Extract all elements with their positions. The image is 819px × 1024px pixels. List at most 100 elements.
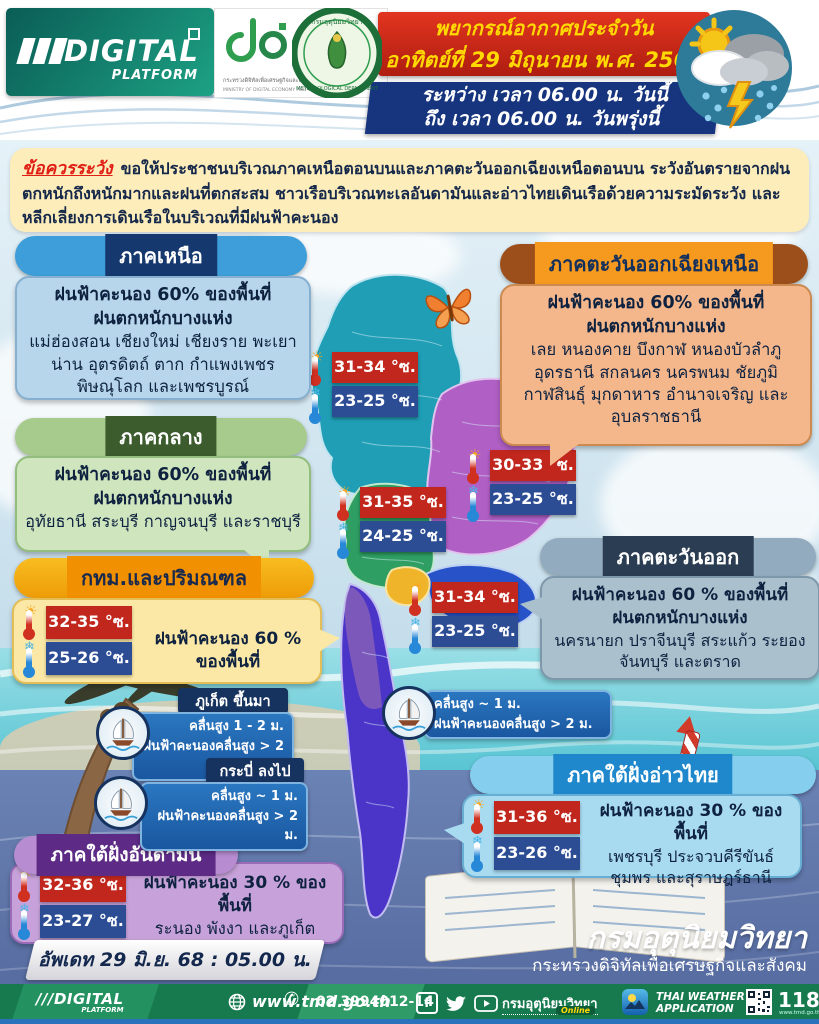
youtube-icon[interactable] <box>474 994 498 1012</box>
footer-hotline-sub: www.tmd.go.th <box>779 1010 819 1016</box>
de-ministry-icon <box>226 18 287 62</box>
thermometer-cold-icon <box>23 648 35 678</box>
thermometer-cold-icon <box>309 394 321 424</box>
forecast-line: ฝนตกหนักบางแห่ง <box>93 488 233 509</box>
footer-digital-logo: ///DIGITAL PLATFORM <box>36 990 124 1014</box>
snowflake-icon: ❄ <box>338 521 349 536</box>
update-time: อัพเดท 29 มิ.ย. 68 : 05.00 น. <box>38 949 312 971</box>
title-line1: พยากรณ์อากาศประจำวัน <box>434 15 654 40</box>
footer-social-icons: f <box>416 992 498 1014</box>
thermometer-hot-icon <box>467 454 479 484</box>
region-body-gulf: ☀ ❄ 31-36 °ซ. 23-26 °ซ. ฝนฟ้าคะนอง 30 % … <box>444 794 802 887</box>
thermometer-hot-icon <box>409 586 421 616</box>
min-temp: 23-25 °ซ. <box>490 484 576 515</box>
period-line1: ระหว่าง เวลา 06.00 น. วันนี้ <box>421 84 668 107</box>
map-region-south-west <box>345 587 382 710</box>
map-temp-badge-central: ☀ ❄ 31-35 °ซ. 24-25 °ซ. <box>336 483 448 559</box>
max-temp: 31-34 °ซ. <box>332 352 418 383</box>
title-banner: พยากรณ์อากาศประจำวัน อาทิตย์ที่ 29 มิถุน… <box>378 12 710 76</box>
province-list: เลย หนองคาย บึงกาฬ หนองบัวลำภู อุดรธานี … <box>523 340 789 427</box>
thermometer-icons: ☀ ❄ <box>22 602 44 678</box>
organization-ministry: กระทรวงดิจิทัลเพื่อเศรษฐกิจและสังคม <box>532 956 807 976</box>
region-name: ภาคกลาง <box>105 416 217 458</box>
sailboat-icon <box>96 706 150 760</box>
snowflake-icon: ❄ <box>410 616 421 631</box>
region-body-central: ฝนฟ้าคะนอง 60% ของพื้นที่ ฝนตกหนักบางแห่… <box>15 456 311 570</box>
thermometer-cold-icon <box>337 529 349 559</box>
butterfly-icon <box>425 288 472 329</box>
province-list: เพชรบุรี ประจวบคีรีขันธ์ ชุมพร และสุราษฎ… <box>607 846 775 888</box>
thermometer-icons: ☀ ❄ <box>470 796 492 872</box>
marine-box-gulf: คลื่นสูง ~ 1 ม. ฝนฟ้าคะนองคลื่นสูง > 2 ม… <box>424 690 612 739</box>
province-list: นครนายก ปราจีนบุรี สระแก้ว ระยอง จันทบุร… <box>554 630 806 672</box>
wave-height: คลื่นสูง 1 - 2 ม. <box>189 719 284 734</box>
organization-name: กรมอุตุนิยมวิทยา <box>586 921 807 956</box>
max-temp: 31-36 °ซ. <box>494 801 580 834</box>
province-list: แม่ฮ่องสอน เชียงใหม่ เชียงราย พะเยา น่าน… <box>29 332 297 396</box>
thermometer-hot-icon <box>337 491 349 521</box>
warning-label: ข้อควรระวัง <box>22 159 113 179</box>
marine-title-phuket: ภูเก็ต ขึ้นมา <box>178 688 288 714</box>
region-header-bangkok: กทม.และปริมณฑล <box>14 556 314 600</box>
weather-icon <box>676 10 792 129</box>
sailboat-icon <box>94 776 148 830</box>
map-temp-badge-east: ☀ ❄ 31-34 °ซ. 23-25 °ซ. <box>408 578 520 654</box>
thermometer-icons: ☀ ❄ <box>17 864 39 940</box>
footer-bar: ///DIGITAL PLATFORM www.tmd.go.th ✆ 02 3… <box>0 984 819 1020</box>
min-temp: 23-25 °ซ. <box>432 616 518 647</box>
forecast-line: ฝนฟ้าคะนอง 60% ของพื้นที่ <box>547 293 765 313</box>
rain-drops-icon <box>702 85 777 122</box>
logo-bars-icon <box>16 38 68 64</box>
region-header-northeast: ภาคตะวันออกเฉียงเหนือ <box>500 242 808 286</box>
min-temp: 24-25 °ซ. <box>360 521 446 552</box>
forecast-line: ฝนตกหนักบางแห่ง <box>586 316 726 337</box>
footer-website[interactable]: www.tmd.go.th <box>252 992 391 1011</box>
twitter-icon[interactable] <box>446 995 466 1012</box>
footer-phone[interactable]: 02 3994012-14 <box>316 994 434 1010</box>
forecast-line: ฝนฟ้าคะนอง 60 % ของพื้นที่ <box>154 629 302 672</box>
brand-name: DIGITAL <box>64 34 199 68</box>
region-name: ภาคตะวันออก <box>602 536 754 578</box>
min-temp: 23-26 °ซ. <box>494 837 580 870</box>
region-body-northeast: ฝนฟ้าคะนอง 60% ของพื้นที่ ฝนตกหนักบางแห่… <box>500 284 812 466</box>
thermometer-hot-icon <box>309 356 321 386</box>
min-temp: 23-25 °ซ. <box>332 386 418 417</box>
forecast-line: ฝนฟ้าคะนอง 60% ของพื้นที่ <box>54 465 272 485</box>
min-temp: 25-26 °ซ. <box>46 642 132 675</box>
phone-icon: ✆ <box>284 989 300 1010</box>
forecast-line: ฝนฟ้าคะนอง 30 % ของพื้นที่ <box>143 873 327 916</box>
region-name: ภาคเหนือ <box>105 234 217 278</box>
qr-code <box>746 989 772 1015</box>
wave-height: คลื่นสูง ~ 1 ม. <box>434 697 521 712</box>
region-header-north: ภาคเหนือ <box>15 234 307 278</box>
globe-icon <box>228 993 246 1011</box>
province-list: ระนอง พังงา และภูเก็ต <box>154 918 316 938</box>
storm-wave-height: ฝนฟ้าคะนองคลื่นสูง > 2 ม. <box>157 808 298 844</box>
marine-box-krabi: คลื่นสูง ~ 1 ม. ฝนฟ้าคะนองคลื่นสูง > 2 ม… <box>140 782 308 851</box>
region-header-andaman: ภาคใต้ฝั่งอันดามัน <box>14 834 238 876</box>
open-book <box>425 858 725 963</box>
region-name: ภาคตะวันออกเฉียงเหนือ <box>534 242 774 286</box>
max-temp: 31-35 °ซ. <box>360 487 446 518</box>
region-header-gulf: ภาคใต้ฝั่งอ่าวไทย <box>470 754 816 796</box>
region-name: ภาคใต้ฝั่งอ่าวไทย <box>553 754 733 796</box>
forecast-line: ฝนฟ้าคะนอง 60% ของพื้นที่ <box>54 285 272 305</box>
region-header-central: ภาคกลาง <box>15 416 307 458</box>
header: DIGITAL PLATFORM กระทรวงดิจิทัลเพื่อเศรษ… <box>0 0 819 140</box>
footer-hotline[interactable]: 1182 <box>778 988 819 1012</box>
max-temp: 31-34 °ซ. <box>432 582 518 613</box>
region-name: กทม.และปริมณฑล <box>67 556 261 600</box>
snowflake-icon: ❄ <box>472 834 483 849</box>
logo-bars-icon: /// <box>36 990 54 1008</box>
svg-text:METEOROLOGICAL DEPARTMENT: METEOROLOGICAL DEPARTMENT <box>296 86 379 92</box>
period-banner: ระหว่าง เวลา 06.00 น. วันนี้ ถึง เวลา 06… <box>364 82 722 134</box>
lightning-icon <box>726 81 755 129</box>
province-list: อุทัยธานี สระบุรี กาญจนบุรี และราชบุรี <box>25 512 301 532</box>
forecast-line: ฝนตกหนักบางแห่ง <box>612 607 748 628</box>
met-department-seal: กรมอุตุนิยมวิทยา METEOROLOGICAL DEPARTME… <box>292 8 382 98</box>
region-body-north: ฝนฟ้าคะนอง 60% ของพื้นที่ ฝนตกหนักบางแห่… <box>15 276 311 400</box>
thai-weather-app-icon <box>622 989 648 1015</box>
sailboat-icon <box>382 686 436 740</box>
facebook-icon[interactable]: f <box>416 992 438 1014</box>
